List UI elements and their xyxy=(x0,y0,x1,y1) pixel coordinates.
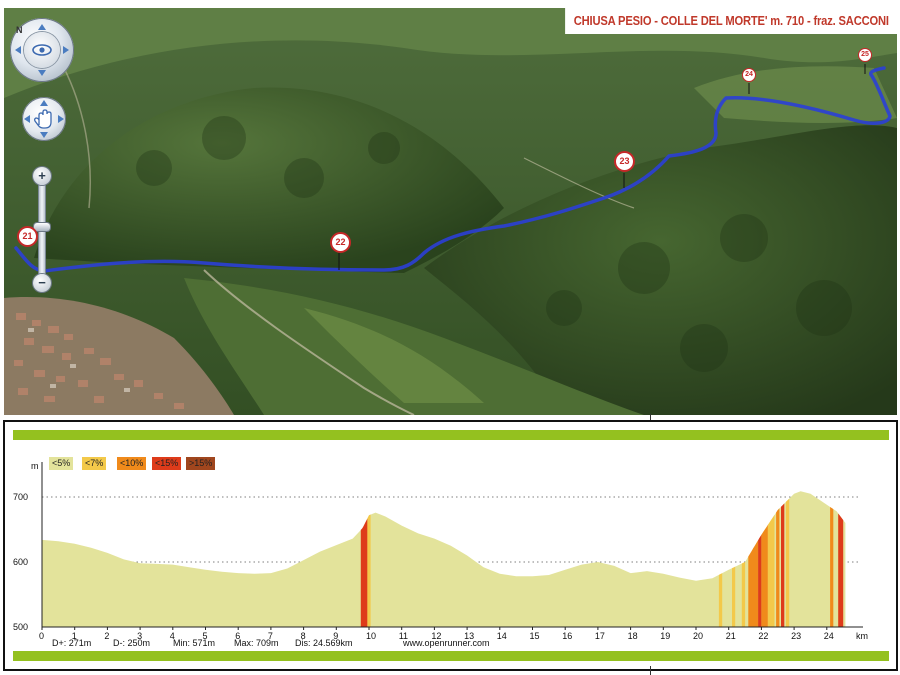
x-tick-label-24: 24 xyxy=(824,631,834,641)
x-tick-label-18: 18 xyxy=(628,631,638,641)
stat-min-elevation: Min: 571m xyxy=(173,638,216,648)
stat-distance: Dis: 24.569km xyxy=(295,638,353,648)
route-marker-23[interactable]: 23 xyxy=(614,151,635,172)
x-tick-label-17: 17 xyxy=(595,631,605,641)
y-tick-label-700: 700 xyxy=(13,492,28,502)
y-tick-label-500: 500 xyxy=(13,622,28,632)
x-tick-label-11: 11 xyxy=(399,631,408,641)
x-tick-label-22: 22 xyxy=(758,631,768,641)
profile-bottom-bar xyxy=(13,651,889,661)
route-marker-24[interactable]: 24 xyxy=(742,68,756,82)
profile-top-bar xyxy=(13,430,889,440)
x-tick-label-19: 19 xyxy=(660,631,670,641)
elevation-area xyxy=(42,491,846,627)
x-tick-label-15: 15 xyxy=(530,631,540,641)
slope-segment-9 xyxy=(776,508,780,627)
x-tick-label-21: 21 xyxy=(726,631,736,641)
zoom-in-button[interactable]: + xyxy=(33,167,51,185)
terrain-imagery xyxy=(4,8,897,415)
aerial-map[interactable]: CHIUSA PESIO - COLLE DEL MORTE' m. 710 -… xyxy=(4,8,897,415)
x-tick-label-23: 23 xyxy=(791,631,801,641)
divider-tick xyxy=(650,666,651,675)
slope-segment-3 xyxy=(732,566,736,627)
slope-segment-13 xyxy=(838,513,844,627)
pan-down-arrow-icon[interactable] xyxy=(40,132,48,138)
x-tick-label-13: 13 xyxy=(464,631,474,641)
slope-segment-6 xyxy=(758,534,762,627)
legend-slope-under-15: <15% xyxy=(152,457,182,470)
x-tick-label-20: 20 xyxy=(693,631,703,641)
route-title: CHIUSA PESIO - COLLE DEL MORTE' m. 710 -… xyxy=(564,8,897,34)
pan-up-arrow-icon[interactable] xyxy=(40,100,48,106)
x-axis-label: km xyxy=(856,631,868,641)
x-tick-label-4: 4 xyxy=(170,631,175,641)
slope-segment-1 xyxy=(367,514,371,627)
pan-right-arrow-icon[interactable] xyxy=(58,115,64,123)
route-marker-22[interactable]: 22 xyxy=(330,232,351,253)
slope-segment-5 xyxy=(748,540,759,627)
slope-segment-12 xyxy=(830,507,834,627)
x-tick-label-10: 10 xyxy=(366,631,376,641)
stat-elevation-gain: D+: 271m xyxy=(52,638,92,648)
north-indicator[interactable]: N xyxy=(16,25,23,35)
slope-segment-11 xyxy=(785,498,790,627)
zoom-out-button[interactable]: − xyxy=(33,274,51,292)
eye-icon xyxy=(24,32,60,68)
stat-elevation-loss: D-: 250m xyxy=(113,638,151,648)
look-left-arrow-icon[interactable] xyxy=(15,46,21,54)
y-tick-label-600: 600 xyxy=(13,557,28,567)
slope-segment-0 xyxy=(360,518,368,627)
hand-icon xyxy=(34,109,52,129)
x-tick-label-8: 8 xyxy=(301,631,306,641)
elevation-profile-panel: <5% <7% <10% <15% >15% m 500 600 700 0 1 2 3 4 5 6… xyxy=(3,420,898,671)
x-tick-label-2: 2 xyxy=(104,631,109,641)
route-line xyxy=(14,66,892,273)
x-tick-label-9: 9 xyxy=(333,631,338,641)
look-right-arrow-icon[interactable] xyxy=(63,46,69,54)
stat-max-elevation: Max: 709m xyxy=(234,638,279,648)
route-marker-25[interactable]: 25 xyxy=(858,48,872,62)
pan-left-arrow-icon[interactable] xyxy=(24,115,30,123)
legend-slope-under-5: <5% xyxy=(49,457,74,470)
route-marker-21[interactable]: 21 xyxy=(17,226,38,247)
legend-slope-under-7: <7% xyxy=(82,457,107,470)
x-tick-label-5: 5 xyxy=(203,631,208,641)
x-tick-label-6: 6 xyxy=(235,631,240,641)
slope-segment-2 xyxy=(718,573,723,627)
pan-control[interactable] xyxy=(22,97,66,141)
slope-segment-8 xyxy=(767,514,775,627)
x-tick-label-14: 14 xyxy=(497,631,507,641)
x-tick-label-12: 12 xyxy=(431,631,441,641)
zoom-slider-handle[interactable] xyxy=(34,223,50,231)
legend-slope-under-10: <10% xyxy=(117,457,147,470)
source-site: www.openrunner.com xyxy=(403,638,490,648)
legend-slope-over-15: >15% xyxy=(186,457,216,470)
x-tick-label-7: 7 xyxy=(268,631,273,641)
x-tick-label-3: 3 xyxy=(137,631,142,641)
x-tick-label-0: 0 xyxy=(39,631,44,641)
x-tick-label-1: 1 xyxy=(72,631,77,641)
look-up-arrow-icon[interactable] xyxy=(38,24,46,30)
y-axis-label: m xyxy=(31,461,39,471)
slope-segment-4 xyxy=(741,562,746,627)
slope-segment-10 xyxy=(781,503,785,627)
look-around-control[interactable] xyxy=(10,18,74,82)
slope-segment-7 xyxy=(761,524,768,627)
x-tick-label-16: 16 xyxy=(562,631,572,641)
look-down-arrow-icon[interactable] xyxy=(38,70,46,76)
